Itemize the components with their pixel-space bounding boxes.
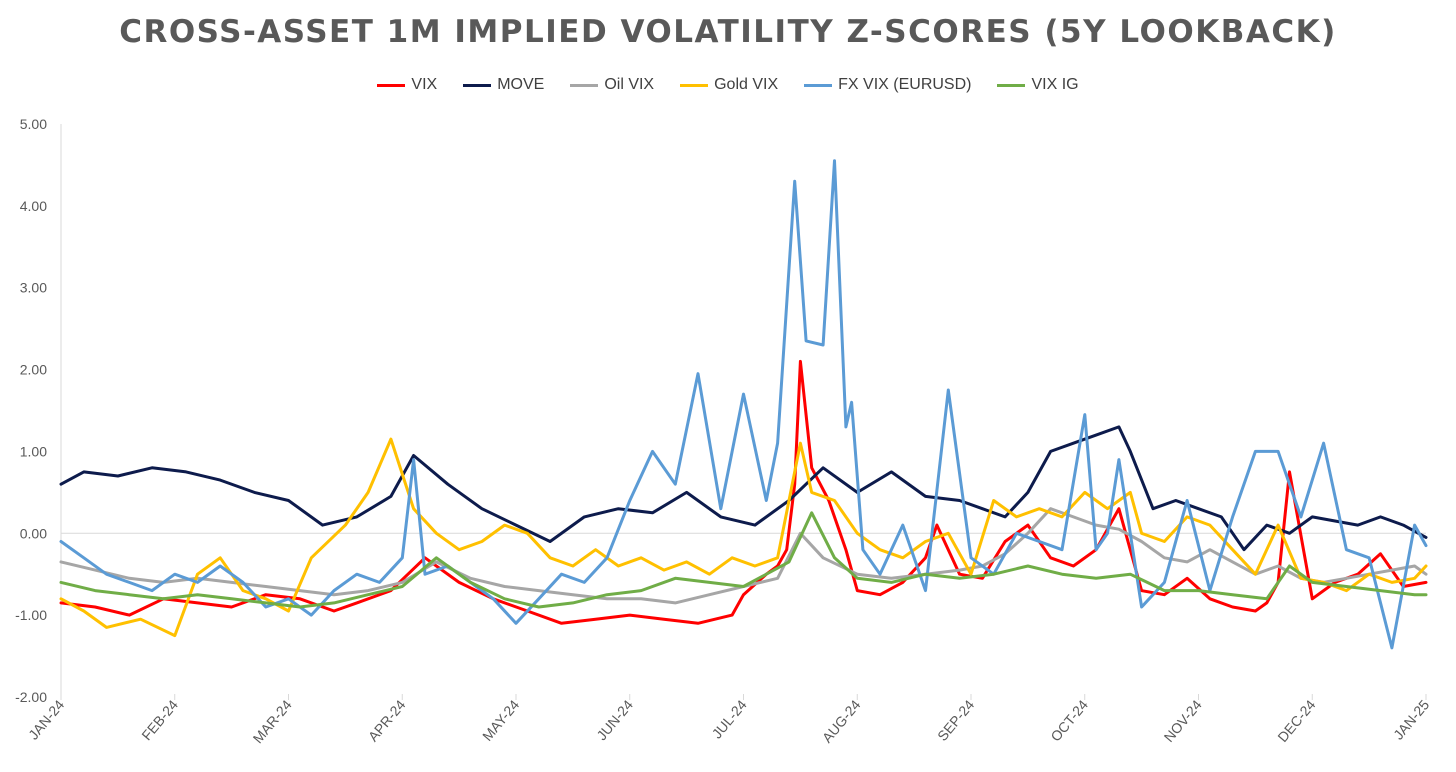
x-tick-label: MAY-24 bbox=[479, 696, 522, 743]
x-tick-label: OCT-24 bbox=[1047, 696, 1091, 744]
y-tick-label: 3.00 bbox=[20, 280, 47, 296]
x-tick-label: JUN-24 bbox=[593, 696, 636, 743]
legend-label: FX VIX (EURUSD) bbox=[838, 76, 972, 93]
x-tick-label: NOV-24 bbox=[1161, 696, 1205, 745]
chart-legend: VIX MOVE Oil VIX Gold VIX FX VIX (EURUSD) VIX… bbox=[0, 76, 1456, 94]
y-tick-label: -1.00 bbox=[15, 607, 47, 623]
legend-swatch bbox=[463, 83, 492, 87]
legend-swatch bbox=[804, 83, 833, 87]
series-line-gold-vix bbox=[59, 437, 1428, 638]
legend-label: VIX bbox=[411, 76, 438, 93]
series-line-fx-vix-eurusd bbox=[59, 159, 1428, 650]
series-line-vix bbox=[59, 359, 1428, 625]
legend-swatch bbox=[680, 83, 709, 87]
series-line-vix-ig bbox=[59, 511, 1428, 609]
y-tick-label: 4.00 bbox=[20, 198, 47, 214]
legend-item-vix: VIX bbox=[377, 76, 437, 94]
legend-swatch bbox=[997, 83, 1026, 87]
x-tick-label: MAR-24 bbox=[250, 696, 295, 746]
legend-label: MOVE bbox=[497, 76, 545, 93]
x-tick-label: JAN-25 bbox=[1390, 696, 1432, 742]
chart-title: CROSS-ASSET 1M IMPLIED VOLATILITY Z-SCOR… bbox=[119, 14, 1337, 50]
x-tick-label: SEP-24 bbox=[934, 696, 977, 743]
y-tick-label: 1.00 bbox=[20, 443, 47, 459]
legend-label: Oil VIX bbox=[604, 76, 655, 93]
legend-item-move: MOVE bbox=[463, 76, 544, 94]
y-tick-label: -2.00 bbox=[15, 689, 47, 705]
legend-item-oil-vix: Oil VIX bbox=[570, 76, 654, 94]
x-tick-label: JUL-24 bbox=[709, 696, 750, 741]
x-tick-label: AUG-24 bbox=[819, 696, 864, 745]
legend-item-fx-vix-eurusd: FX VIX (EURUSD) bbox=[804, 76, 971, 94]
legend-item-gold-vix: Gold VIX bbox=[680, 76, 778, 94]
series-line-move bbox=[59, 425, 1428, 552]
legend-label: Gold VIX bbox=[714, 76, 779, 93]
x-tick-label: APR-24 bbox=[365, 696, 409, 744]
legend-swatch bbox=[570, 83, 599, 87]
legend-swatch bbox=[377, 83, 406, 87]
y-tick-label: 0.00 bbox=[20, 525, 47, 541]
y-tick-label: 2.00 bbox=[20, 362, 47, 378]
legend-label: VIX IG bbox=[1031, 76, 1079, 93]
x-tick-label: FEB-24 bbox=[138, 696, 181, 743]
y-tick-label: 5.00 bbox=[20, 116, 47, 132]
legend-item-vix-ig: VIX IG bbox=[997, 76, 1079, 94]
x-tick-label: DEC-24 bbox=[1274, 696, 1318, 745]
